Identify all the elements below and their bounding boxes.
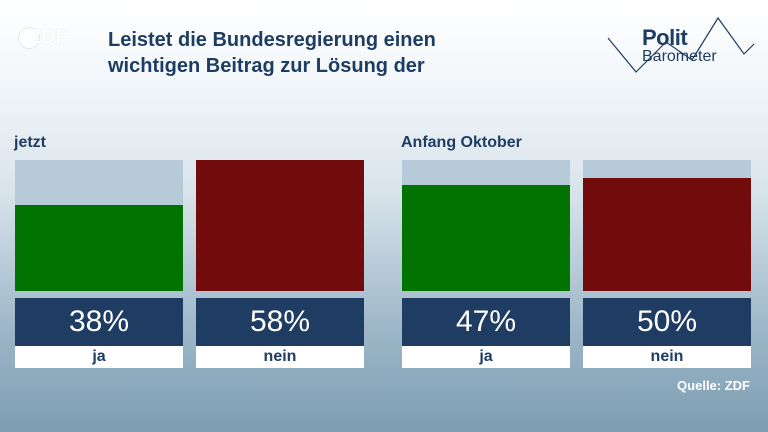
bar-oktober-ja	[402, 185, 570, 291]
bar-track	[402, 160, 570, 291]
chart-title: Leistet die Bundesregierung einen wichti…	[108, 27, 568, 79]
zdf-logo: ZDF	[18, 27, 78, 49]
group-title-jetzt: jetzt	[14, 134, 46, 151]
category-label-jetzt-ja: ja	[15, 346, 183, 368]
politbarometer-logo: Polit Barometer	[606, 16, 756, 76]
zdf-logo-circle-icon	[18, 27, 40, 49]
bar-oktober-nein	[583, 178, 751, 291]
value-label-jetzt-ja: 38%	[15, 298, 183, 346]
zdf-logo-text: ZDF	[30, 27, 67, 48]
source-note: Quelle: ZDF	[677, 378, 750, 393]
bar-track	[15, 160, 183, 291]
category-label-jetzt-nein: nein	[196, 346, 364, 368]
value-label-oktober-nein: 50%	[583, 298, 751, 346]
bar-jetzt-ja	[15, 205, 183, 291]
brand-polit: Polit	[642, 25, 688, 50]
category-label-oktober-ja: ja	[402, 346, 570, 368]
value-label-jetzt-nein: 58%	[196, 298, 364, 346]
brand-barometer: Barometer	[642, 48, 717, 65]
group-title-anfang-oktober: Anfang Oktober	[401, 134, 522, 151]
value-label-oktober-ja: 47%	[402, 298, 570, 346]
category-label-oktober-nein: nein	[583, 346, 751, 368]
chart-title-line-1: Leistet die Bundesregierung einen	[108, 29, 436, 51]
bar-jetzt-nein	[196, 160, 364, 291]
bar-track	[196, 160, 364, 291]
bar-track	[583, 160, 751, 291]
chart-title-line-2: wichtigen Beitrag zur Lösung der	[108, 55, 425, 77]
politbarometer-zigzag-icon	[607, 16, 755, 73]
